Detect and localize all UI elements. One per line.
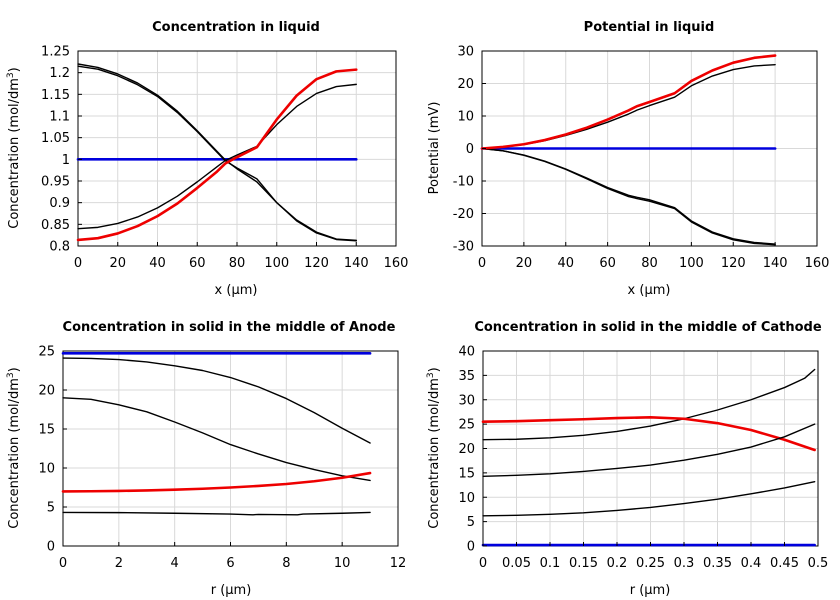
x-tick-label: 0.5 <box>808 556 829 571</box>
y-tick-label: 0.85 <box>41 218 70 233</box>
series-line-positive-black <box>481 63 776 150</box>
x-tick-label: 12 <box>390 556 407 571</box>
y-tick-label: 1.2 <box>49 66 70 81</box>
x-tick-label: 0.4 <box>741 556 762 571</box>
x-tick-label: 60 <box>599 256 616 271</box>
x-tick-label: 0.2 <box>607 556 628 571</box>
y-tick-label: 30 <box>458 393 475 408</box>
y-tick-label: 20 <box>458 442 475 457</box>
y-tick-label: 0 <box>466 142 474 157</box>
y-tick-label: 35 <box>458 369 475 384</box>
x-tick-label: 100 <box>679 256 704 271</box>
y-tick-label: 25 <box>38 345 55 360</box>
x-tick-label: 0.25 <box>636 556 665 571</box>
chart-title: Concentration in liquid <box>152 20 320 35</box>
y-tick-label: 15 <box>458 466 475 481</box>
y-tick-label: 0.95 <box>41 175 70 190</box>
y-tick-label: 5 <box>467 515 475 530</box>
y-tick-label: 30 <box>457 45 474 60</box>
y-tick-label: 1.15 <box>41 88 70 103</box>
x-tick-label: 80 <box>641 256 658 271</box>
y-axis-label: Concentration (mol/dm3) <box>6 67 22 229</box>
series-line-lower-black <box>62 511 371 516</box>
x-tick-label: 120 <box>721 256 746 271</box>
chart-title: Concentration in solid in the middle of … <box>63 320 396 335</box>
y-tick-label: 5 <box>47 501 55 516</box>
x-tick-label: 100 <box>264 256 289 271</box>
y-tick-label: 15 <box>38 423 55 438</box>
x-tick-label: 0.1 <box>540 556 561 571</box>
x-tick-label: 0.35 <box>703 556 732 571</box>
panel-potential-in-liquid: Potential in liquid 0 20 40 60 80 100 120 140 16… <box>427 20 829 298</box>
x-tick-label: 20 <box>109 256 126 271</box>
x-tick-label: 60 <box>189 256 206 271</box>
x-tick-label: 8 <box>282 556 290 571</box>
y-tick-label: 10 <box>458 491 475 506</box>
x-tick-label: 0 <box>479 556 487 571</box>
y-tick-label: -30 <box>453 240 474 255</box>
x-tick-label: 0.15 <box>569 556 598 571</box>
series-line-mid-black <box>482 423 816 477</box>
chart-title: Potential in liquid <box>584 20 715 35</box>
x-tick-label: 160 <box>805 256 830 271</box>
x-tick-label: 120 <box>304 256 329 271</box>
y-tick-label: -10 <box>453 175 474 190</box>
x-tick-label: 140 <box>763 256 788 271</box>
y-tick-label: 0.9 <box>49 196 70 211</box>
series-line-red <box>481 416 816 452</box>
x-axis-label: r (µm) <box>211 583 252 598</box>
y-tick-label: 40 <box>458 345 475 360</box>
series-line-upper-black <box>62 357 371 444</box>
y-tick-label: 0.8 <box>49 240 70 255</box>
y-tick-label: 10 <box>457 110 474 125</box>
series-line-negative-2 <box>481 147 776 246</box>
x-tick-label: 6 <box>226 556 234 571</box>
x-tick-label: 140 <box>344 256 369 271</box>
panel-solid-cathode: Concentration in solid in the middle of … <box>426 320 828 598</box>
y-tick-label: 0 <box>47 540 55 555</box>
y-axis-label: Concentration (mol/dm3) <box>426 367 442 529</box>
series-line-increasing-red <box>76 68 358 242</box>
x-tick-label: 4 <box>171 556 179 571</box>
x-tick-label: 0.45 <box>770 556 799 571</box>
series-line-increasing-black <box>77 83 357 230</box>
series-line-red <box>61 471 372 493</box>
x-tick-label: 0 <box>59 556 67 571</box>
series-line-positive-red <box>480 54 777 150</box>
x-axis-label: r (µm) <box>630 583 671 598</box>
y-tick-label: 1 <box>62 153 70 168</box>
y-tick-label: 1.05 <box>41 131 70 146</box>
x-tick-label: 0 <box>478 256 486 271</box>
x-axis-label: x (µm) <box>215 283 258 298</box>
x-tick-label: 0.3 <box>674 556 695 571</box>
panel-solid-anode: Concentration in solid in the middle of … <box>6 320 406 598</box>
y-tick-label: 20 <box>457 77 474 92</box>
x-tick-label: 10 <box>334 556 351 571</box>
y-tick-label: 1.1 <box>49 110 70 125</box>
y-tick-label: 10 <box>38 462 55 477</box>
series-line-middle-black <box>62 397 371 482</box>
series-line-low-black <box>482 480 816 517</box>
x-tick-label: 160 <box>384 256 409 271</box>
y-tick-label: 1.25 <box>41 45 70 60</box>
x-axis-label: x (µm) <box>628 283 671 298</box>
x-tick-label: 0 <box>74 256 82 271</box>
y-tick-label: 25 <box>458 418 475 433</box>
series-line-decreasing-2 <box>77 65 357 242</box>
y-axis-label: Potential (mV) <box>427 102 442 195</box>
y-tick-label: 20 <box>38 384 55 399</box>
panel-concentration-in-liquid: Concentration in liquid 0 20 40 60 80 100 120 1… <box>6 20 408 298</box>
x-tick-label: 40 <box>149 256 166 271</box>
x-tick-label: 20 <box>516 256 533 271</box>
x-tick-label: 40 <box>557 256 574 271</box>
x-tick-label: 80 <box>229 256 246 271</box>
y-tick-label: -20 <box>453 207 474 222</box>
series-line-top-black <box>482 368 816 441</box>
y-axis-label: Concentration (mol/dm3) <box>6 367 22 529</box>
y-tick-label: 0 <box>467 540 475 555</box>
x-tick-label: 2 <box>115 556 123 571</box>
x-tick-label: 0.05 <box>502 556 531 571</box>
chart-title: Concentration in solid in the middle of … <box>474 320 822 335</box>
